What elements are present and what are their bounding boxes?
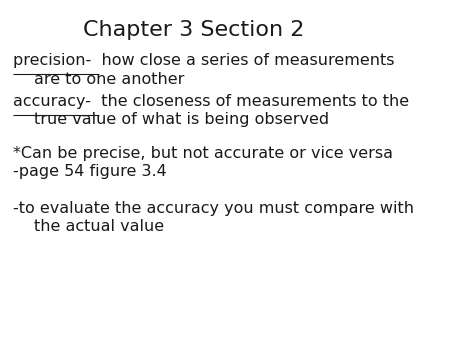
Text: -page 54 figure 3.4: -page 54 figure 3.4 bbox=[13, 164, 166, 179]
Text: accuracy-  the closeness of measurements to the: accuracy- the closeness of measurements … bbox=[13, 94, 409, 108]
Text: the actual value: the actual value bbox=[34, 219, 164, 234]
Text: -to evaluate the accuracy you must compare with: -to evaluate the accuracy you must compa… bbox=[13, 201, 414, 216]
Text: are to one another: are to one another bbox=[34, 72, 184, 87]
Text: true value of what is being observed: true value of what is being observed bbox=[34, 112, 329, 127]
Text: *Can be precise, but not accurate or vice versa: *Can be precise, but not accurate or vic… bbox=[13, 146, 393, 161]
Text: precision-  how close a series of measurements: precision- how close a series of measure… bbox=[13, 53, 394, 68]
Text: Chapter 3 Section 2: Chapter 3 Section 2 bbox=[83, 20, 304, 40]
